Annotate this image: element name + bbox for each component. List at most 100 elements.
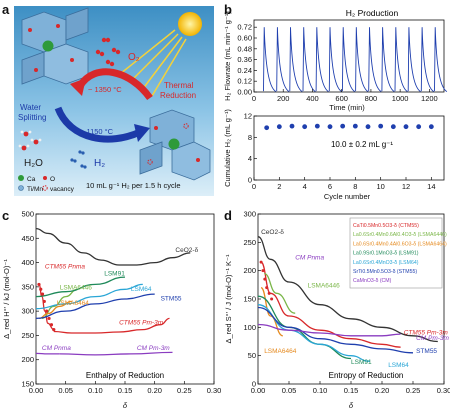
entropy-series-line [257,295,352,360]
flowrate-peak [341,27,356,92]
panel-b-letter: b [224,2,232,17]
enthalpy-y-tick-label: 500 [21,210,34,219]
cumulative-point [416,124,422,130]
cumulative-point [327,124,333,130]
entropy-legend-entry: SrTi0.5Mn0.5O3-δ (STM55) [353,269,417,275]
enthalpy-ctm55-point [42,299,46,304]
entropy-x-tick-label: 0.20 [375,386,390,395]
entropy-ctm55-point [270,297,274,301]
enthalpy-y-tick-label: 200 [21,355,34,364]
panel-c-letter: c [2,208,10,223]
entropy-ctm55-point [267,291,271,295]
enthalpy-series-annotation: CM Pm-3m [137,345,170,352]
entropy-x-tick-label: 0.15 [344,386,359,395]
panel-d: CaTi0.5Mn0.5O3-δ (CTM55) La0.6Sr0.4Mn0.6A… [222,206,450,417]
cumulative-point [289,123,295,129]
entropy-x-tick-label: 0.00 [251,386,266,395]
water-splitting-label-1: Water [20,103,41,112]
entropy-x-tick-label: 0.10 [313,386,328,395]
cumulative-x-axis-label: Cycle number [324,192,371,201]
enthalpy-ctm55-point [47,316,51,321]
cumulative-y-tick-label: 0 [248,176,252,185]
flowrate-peak [407,27,421,92]
thermal-reduction-label-1: Thermal [164,81,194,90]
enthalpy-series-annotation: LSM91 [104,271,125,278]
thermal-reduction-label-2: Reduction [160,91,196,100]
entropy-y-tick-label: 150 [243,295,256,304]
entropy-x-tick-label: 0.05 [282,386,297,395]
enthalpy-y-tick-label: 250 [21,331,34,340]
enthalpy-series-annotation: CTM55 Pnma [45,263,85,270]
enthalpy-x-axis-label: δ [123,401,128,410]
flowrate-x-tick-label: 200 [277,94,290,103]
temp-low-label: ~ 1150 °C [80,127,114,136]
cumulative-x-tick-label: 14 [427,182,435,191]
panel-d-letter: d [224,208,232,223]
flowrate-peak [276,27,290,92]
entropy-series-line [263,272,296,314]
cumulative-point [340,123,346,129]
sun-icon [119,12,202,97]
panel-c-chart: CeO2-δ CTM55 Pnma LSMA6446 LSMA6464 LSM91 LSM… [2,210,221,411]
water-splitting-arrow [54,106,142,143]
flowrate-y-axis-label: H₂ Flowrate (mL min⁻¹ g⁻¹) [223,11,232,101]
entropy-series-line [257,236,438,343]
cumulative-y-tick-label: 8 [248,133,252,142]
flowrate-x-axis-label: Time (min) [329,103,365,112]
cumulative-y-tick-label: 4 [248,154,252,163]
enthalpy-y-tick-label: 350 [21,282,34,291]
entropy-legend-entry: La0.9Sr0.1MnO3-δ (LSM91) [353,251,419,257]
cumulative-point [314,123,320,129]
entropy-series-annotation: LSM91 [351,359,372,366]
flowrate-peak [394,27,408,92]
flowrate-peak [315,27,329,92]
enthalpy-series-line [35,227,191,266]
cumulative-y-tick-label: 12 [244,112,252,121]
cumulative-x-tick-label: 6 [328,182,332,191]
entropy-ctm55-point [265,286,269,290]
entropy-legend-entry: CaTi0.5Mn0.5O3-δ (CTM55) [353,223,419,229]
panel-b: H₂ Production 0 200 400 600 800 1000 1200 0.00 0.… [222,0,450,205]
entropy-x-tick-label: 0.30 [437,386,450,395]
entropy-series-line [260,287,284,337]
enthalpy-series-line [35,293,155,320]
entropy-legend-box [349,217,443,289]
entropy-series-annotation: CM Pnma [295,254,324,261]
h2o-label: H₂O [24,158,43,169]
enthalpy-ctm55-point [45,309,49,313]
enthalpy-series-annotation: CeO2-δ [175,247,198,254]
flowrate-peak [328,27,342,92]
entropy-caption: Entropy of Reduction [329,371,404,380]
cumulative-x-tick-label: 10 [376,182,384,191]
entropy-y-tick-label: 250 [243,238,256,247]
enthalpy-x-tick-label: 0.20 [147,386,162,395]
panel-a-legend: Ca O Ti/Mn vacancy [18,175,75,193]
flowrate-y-tick-label: 0.12 [237,77,252,86]
cumulative-x-tick-label: 2 [277,182,281,191]
legend-timn-label: Ti/Mn [27,186,43,193]
enthalpy-x-tick-label: 0.05 [58,386,73,395]
panel-c: CeO2-δ CTM55 Pnma LSMA6446 LSMA6464 LSM91 LSM… [0,206,222,417]
flowrate-y-tick-label: 0.72 [237,23,252,32]
enthalpy-series-line [35,283,143,310]
entropy-y-axis-label: Δ_red S°' / J (mol-O)⁻¹ K⁻¹ [224,254,233,344]
cumulative-x-tick-label: 0 [252,182,256,191]
cumulative-x-tick-label: 8 [353,182,357,191]
enthalpy-series-line [41,288,78,320]
enthalpy-series-annotation: CM Pnma [42,345,71,352]
cumulative-point [302,124,308,130]
enthalpy-series-line [35,352,60,355]
flowrate-peak [263,27,277,92]
o2-molecules-icon [95,37,121,67]
h2o-molecules-icon [18,130,42,151]
legend-o-label: O [50,176,55,183]
entropy-series-annotation: STM55 [416,348,437,355]
enthalpy-y-tick-label: 450 [21,234,34,243]
enthalpy-y-tick-label: 400 [21,258,34,267]
cumulative-point [390,124,396,130]
flowrate-peak [420,27,435,92]
entropy-x-tick-label: 0.25 [406,386,421,395]
enthalpy-x-tick-label: 0.00 [29,386,44,395]
entropy-legend-entry: La0.6Sr0.4Mn0.6Al0.4O3-δ (LSMA6446) [353,232,447,238]
enthalpy-series-annotation: LSM64 [131,286,152,293]
